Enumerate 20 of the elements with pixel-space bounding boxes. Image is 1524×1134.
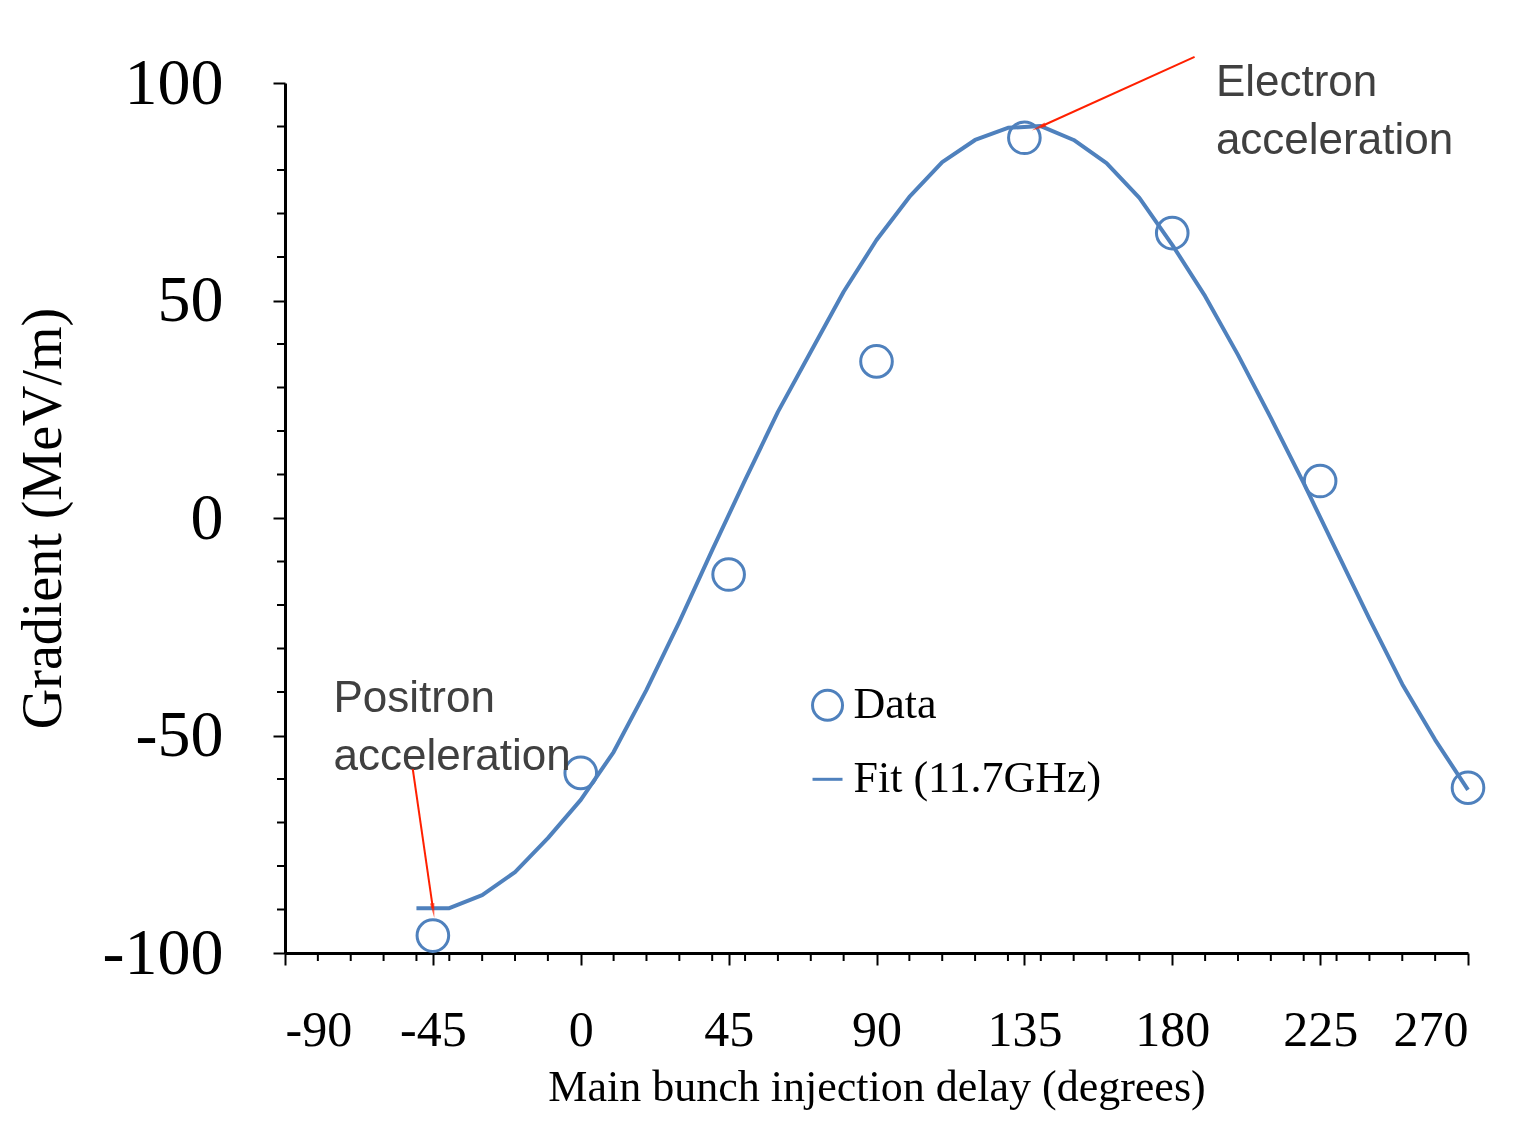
x-tick-label: -45 (400, 1000, 467, 1057)
y-tick-label: 50 (157, 262, 224, 335)
x-axis-title: Main bunch injection delay (degrees) (548, 1061, 1206, 1111)
annotation: Electron acceleration (1215, 55, 1454, 163)
y-axis-title: Gradient (MeV/m) (10, 307, 74, 730)
x-tick-label: -90 (285, 1000, 353, 1057)
x-tick-label: 0 (568, 1000, 594, 1057)
y-tick-label: -100 (102, 914, 224, 988)
x-tick-label: 135 (987, 1000, 1063, 1057)
x-tick-label: 90 (852, 1000, 902, 1057)
legend-label: Fit (11.7GHz) (853, 753, 1102, 803)
x-tick-label: 45 (704, 1000, 755, 1057)
legend-label: Data (853, 679, 937, 729)
y-tick-label: -50 (135, 697, 224, 770)
x-tick-label: 180 (1135, 1000, 1211, 1057)
x-tick-label: 270 (1393, 1000, 1469, 1057)
y-tick-label: 100 (124, 44, 224, 118)
y-tick-label: 0 (190, 479, 224, 553)
annotation: Positron acceleration (333, 672, 571, 780)
x-tick-label: 225 (1283, 1000, 1359, 1057)
